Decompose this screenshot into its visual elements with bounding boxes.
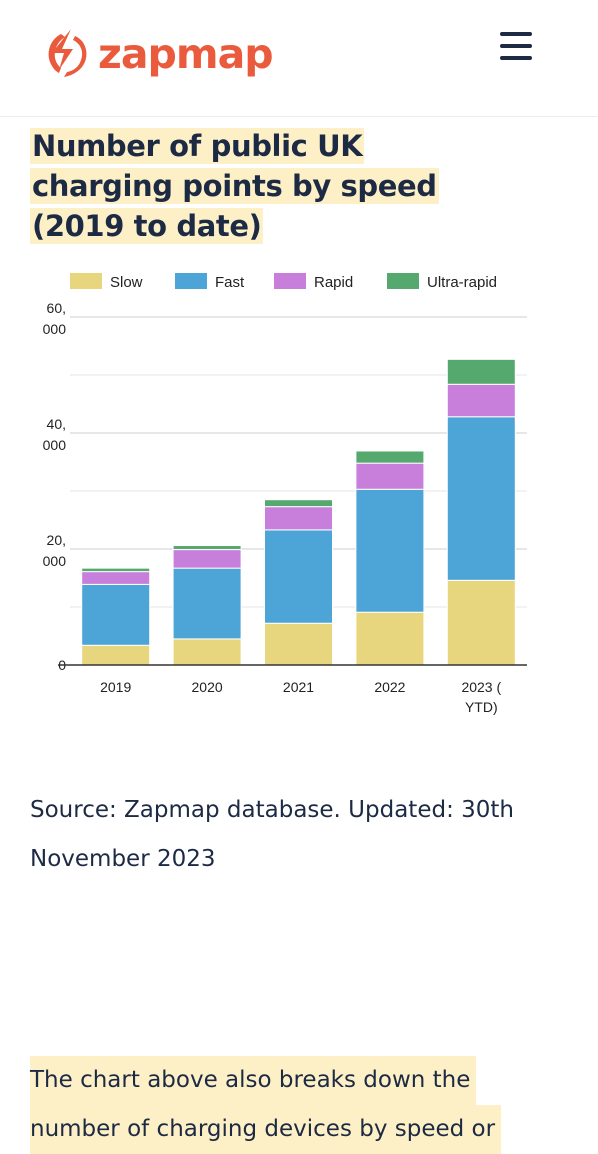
y-tick-label: 40, 000 — [43, 416, 67, 453]
bar-slow — [446, 579, 516, 666]
legend-label: Rapid — [314, 274, 353, 291]
bar-slow — [172, 638, 242, 666]
bar-rapid — [446, 383, 516, 418]
legend-label: Fast — [215, 274, 245, 291]
bar-ultra-rapid — [264, 499, 333, 508]
source-note: Source: Zapmap database. Updated: 30th N… — [30, 797, 514, 872]
legend-swatch — [274, 273, 306, 289]
x-tick-label: 2020 — [192, 679, 223, 695]
y-tick-label: 20, 000 — [43, 532, 67, 569]
bar-rapid — [355, 462, 425, 490]
body-line-2: number of charging devices by speed or — [30, 1105, 502, 1154]
page-title: Number of public UK charging points by s… — [30, 126, 510, 246]
hamburger-menu-icon[interactable] — [500, 32, 534, 62]
legend-swatch — [175, 273, 207, 289]
menu-bar — [500, 56, 532, 60]
bar-fast — [81, 583, 151, 646]
site-header: zapmap — [0, 0, 598, 117]
bar-ultra-rapid — [446, 358, 516, 385]
bar-fast — [446, 416, 516, 581]
x-tick-label: 2022 — [374, 679, 405, 695]
bar-rapid — [172, 549, 242, 569]
bar-ultra-rapid — [355, 450, 425, 464]
menu-bar — [500, 44, 532, 48]
page-title-text: Number of public UK charging points by s… — [30, 128, 439, 244]
y-tick-label: 60, 000 — [43, 300, 67, 337]
bar-slow — [81, 644, 151, 666]
legend-swatch — [70, 273, 102, 289]
x-tick-label: 2021 — [283, 679, 314, 695]
bar-rapid — [81, 571, 151, 585]
lightning-bolt-icon — [48, 29, 87, 77]
charging-points-chart: 0 20, 000 40, 000 60, 000 2019 2020 2021 2022 2023 … — [0, 255, 598, 725]
bar-slow — [264, 622, 333, 666]
bar-fast — [264, 529, 333, 624]
bar-fast — [355, 488, 425, 613]
brand-name: zapmap — [98, 29, 274, 78]
bar-rapid — [264, 506, 333, 531]
legend-label: Slow — [110, 274, 143, 291]
body-paragraph: The chart above also breaks down the numb… — [30, 1056, 550, 1154]
legend-label: Ultra-rapid — [427, 274, 497, 291]
x-tick-label: 2019 — [100, 679, 131, 695]
bar-ultra-rapid — [81, 567, 151, 573]
bar-ultra-rapid — [172, 545, 242, 551]
menu-bar — [500, 32, 532, 36]
body-line-1: The chart above also breaks down the — [30, 1056, 477, 1105]
bar-slow — [355, 611, 425, 666]
legend-swatch — [387, 273, 419, 289]
x-tick-label: 2023 (YTD) — [461, 679, 501, 715]
zapmap-logo[interactable]: zapmap — [44, 26, 274, 82]
bar-fast — [172, 567, 242, 640]
